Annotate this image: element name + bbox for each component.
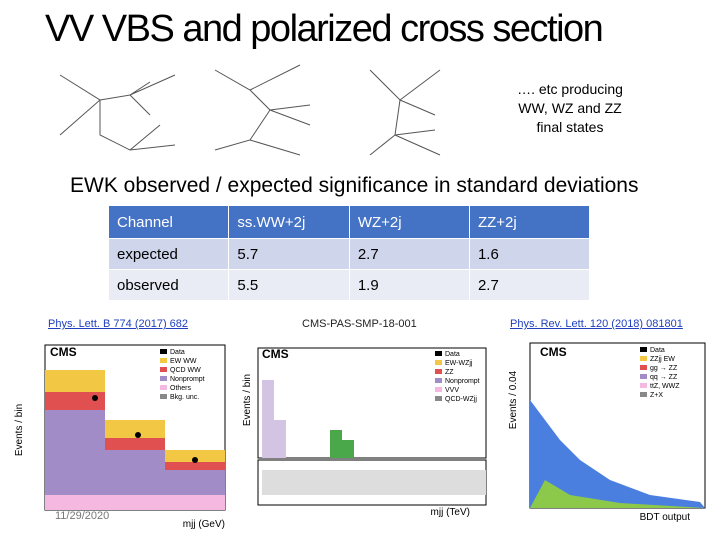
cell: 5.7 <box>228 238 350 270</box>
legend-entry: QCD-WZjj <box>445 396 477 403</box>
legend-swatch <box>640 392 647 397</box>
legend-entry: EW-WZjj <box>445 360 473 367</box>
legend-swatch <box>435 387 442 392</box>
reference: CMS-PAS-SMP-18-001 <box>302 318 417 330</box>
legend-swatch <box>640 383 647 388</box>
legend-swatch <box>160 394 167 399</box>
header-cell: Channel <box>107 205 230 239</box>
reference[interactable]: Phys. Rev. Lett. 120 (2018) 081801 <box>510 318 683 330</box>
legend-swatch <box>160 376 167 381</box>
cell: 1.6 <box>468 238 591 270</box>
cell: 1.9 <box>348 269 470 301</box>
legend-swatch <box>640 347 647 352</box>
note-line: final states <box>536 119 604 135</box>
y-axis-title: Events / bin <box>14 404 25 456</box>
plot-2 <box>257 347 487 506</box>
slide-title: VV VBS and polarized cross section <box>45 8 604 50</box>
legend-swatch <box>435 369 442 374</box>
legend-entry: ZZ <box>445 369 454 376</box>
cell: 2.7 <box>468 269 591 301</box>
legend-entry: VVV <box>445 387 459 394</box>
table-row: expected 5.7 2.7 1.6 <box>107 238 591 270</box>
legend-swatch <box>640 356 647 361</box>
legend-entry: QCD WW <box>170 367 201 374</box>
cell: 2.7 <box>348 238 470 270</box>
header-cell: ZZ+2j <box>468 205 591 239</box>
legend-swatch <box>160 385 167 390</box>
header-cell: WZ+2j <box>348 205 470 239</box>
legend-entry: EW WW <box>170 358 197 365</box>
legend-swatch <box>435 351 442 356</box>
reference[interactable]: Phys. Lett. B 774 (2017) 682 <box>48 318 189 330</box>
legend-entry: qq → ZZ <box>650 374 678 381</box>
plot-3 <box>529 342 706 509</box>
x-axis-title: mjj (GeV) <box>183 519 225 530</box>
note: …. etc producing WW, WZ and ZZ final state… <box>500 80 640 137</box>
legend-entry: Data <box>650 347 665 354</box>
legend-swatch <box>435 360 442 365</box>
legend-swatch <box>640 374 647 379</box>
legend-entry: ZZjj EW <box>650 356 675 363</box>
y-axis-title: Events / bin <box>242 374 253 426</box>
legend-swatch <box>435 378 442 383</box>
legend-entry: Others <box>170 385 192 392</box>
header-cell: ss.WW+2j <box>228 205 350 239</box>
legend-swatch <box>160 358 167 363</box>
legend-swatch <box>160 349 167 354</box>
legend-entry: Data <box>445 351 460 358</box>
plot-label: CMS <box>262 347 289 361</box>
legend-entry: Nonprompt <box>170 376 205 383</box>
x-axis-title: BDT output <box>640 512 691 523</box>
note-line: …. etc producing <box>517 81 623 97</box>
subtitle: EWK observed / expected significance in … <box>70 174 639 197</box>
legend-swatch <box>435 396 442 401</box>
legend-entry: Z+X <box>650 392 663 399</box>
legend-entry: ttZ, WWZ <box>650 383 680 390</box>
date: 11/29/2020 <box>55 510 110 522</box>
legend-entry: Data <box>170 349 185 356</box>
legend-entry: Nonprompt <box>445 378 480 385</box>
plot-1 <box>44 344 226 511</box>
legend-entry: Bkg. unc. <box>170 394 199 401</box>
feynman-diagrams <box>59 64 441 156</box>
legend-swatch <box>160 367 167 372</box>
x-axis-title: mjj (TeV) <box>431 507 470 518</box>
y-axis-title: Events / 0.04 <box>508 370 519 429</box>
legend-swatch <box>640 365 647 370</box>
plot-label: CMS <box>540 345 567 359</box>
cell: expected <box>107 238 230 270</box>
significance-table: Channel ss.WW+2j WZ+2j ZZ+2j expected 5.7 2.7 1… <box>107 205 591 301</box>
legend-entry: gg → ZZ <box>650 365 678 372</box>
plot-label: CMS <box>50 345 77 359</box>
header-row: Channel ss.WW+2j WZ+2j ZZ+2j <box>107 205 591 239</box>
table-row: observed 5.5 1.9 2.7 <box>107 269 591 301</box>
note-line: WW, WZ and ZZ <box>518 100 622 116</box>
cell: observed <box>107 269 230 301</box>
cell: 5.5 <box>228 269 350 301</box>
